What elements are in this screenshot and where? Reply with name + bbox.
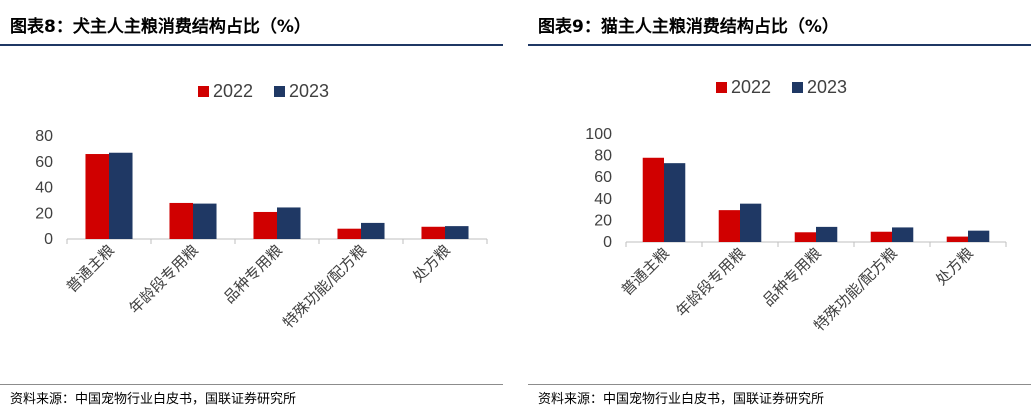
bar-2022-2 [253,211,277,239]
bar-2023-0 [664,163,686,242]
bar-2022-0 [642,157,664,242]
title-bar: 图表9：猫主人主粮消费结构占比（%） [528,0,1031,46]
bar-2023-4 [968,230,990,242]
category-label: 年龄段专用粮 [125,241,201,317]
chart-title: 图表9：猫主人主粮消费结构占比（%） [538,17,839,37]
source-divider [0,384,503,385]
bar-2022-1 [169,202,193,239]
bar-2023-4 [445,226,469,239]
bar-2022-4 [946,236,968,242]
category-label: 品种专用粮 [759,244,825,310]
chart-panel-cat: 图表9：猫主人主粮消费结构占比（%） 2022 2023 0 20 40 60 80 100 普… [528,0,1031,411]
y-tick-label: 20 [594,212,612,229]
legend-label-2023: 2023 [289,81,329,101]
category-label: 年龄段专用粮 [672,244,748,320]
bar-2022-3 [337,228,361,239]
bar-2023-2 [277,207,301,239]
source-note: 资料来源：中国宠物行业白皮书，国联证券研究所 [10,392,297,407]
legend-label-2023: 2023 [807,77,847,97]
legend-swatch-2022 [716,82,727,93]
y-tick-label: 60 [594,169,612,186]
bar-2023-1 [740,203,762,242]
dog-food-chart: 2022 2023 0 20 40 60 80 普通主粮 年龄段专用粮 品种专用粮特殊功能/配方粮… [35,81,488,332]
bar-2022-3 [870,231,892,242]
y-tick-label: 60 [35,154,53,171]
legend-label-2022: 2022 [213,81,253,101]
bar-2023-3 [361,222,385,239]
legend-label-2022: 2022 [731,77,771,97]
chart-title: 图表8：犬主人主粮消费结构占比（%） [10,17,311,37]
y-tick-label: 100 [585,126,612,143]
source-divider [528,384,1031,385]
category-label: 特殊功能/配方粮 [279,241,370,332]
legend-swatch-2023 [274,86,285,97]
y-tick-label: 40 [35,180,53,197]
category-label: 普通主粮 [63,241,118,296]
category-label: 普通主粮 [618,244,673,299]
bar-2022-1 [718,210,740,242]
y-tick-label: 80 [35,128,53,145]
chart-panel-dog: 图表8：犬主人主粮消费结构占比（%） 2022 2023 0 20 40 60 80 普通主粮… [0,0,503,411]
legend-swatch-2023 [792,82,803,93]
bar-2022-0 [85,154,109,239]
y-tick-label: 0 [44,231,53,248]
category-label: 处方粮 [932,244,977,289]
bar-2022-4 [421,226,445,239]
bar-2022-2 [794,232,816,242]
category-label: 处方粮 [409,241,454,286]
y-tick-label: 0 [603,234,612,251]
category-label: 品种专用粮 [220,241,286,307]
y-tick-label: 40 [594,191,612,208]
y-tick-label: 80 [594,148,612,165]
y-tick-label: 20 [35,205,53,222]
bar-2023-1 [193,203,217,239]
legend-swatch-2022 [198,86,209,97]
bar-2023-3 [892,227,914,242]
bar-2023-0 [109,152,133,239]
title-bar: 图表8：犬主人主粮消费结构占比（%） [0,0,503,46]
bar-2023-2 [816,226,838,242]
source-note: 资料来源：中国宠物行业白皮书，国联证券研究所 [538,392,825,407]
